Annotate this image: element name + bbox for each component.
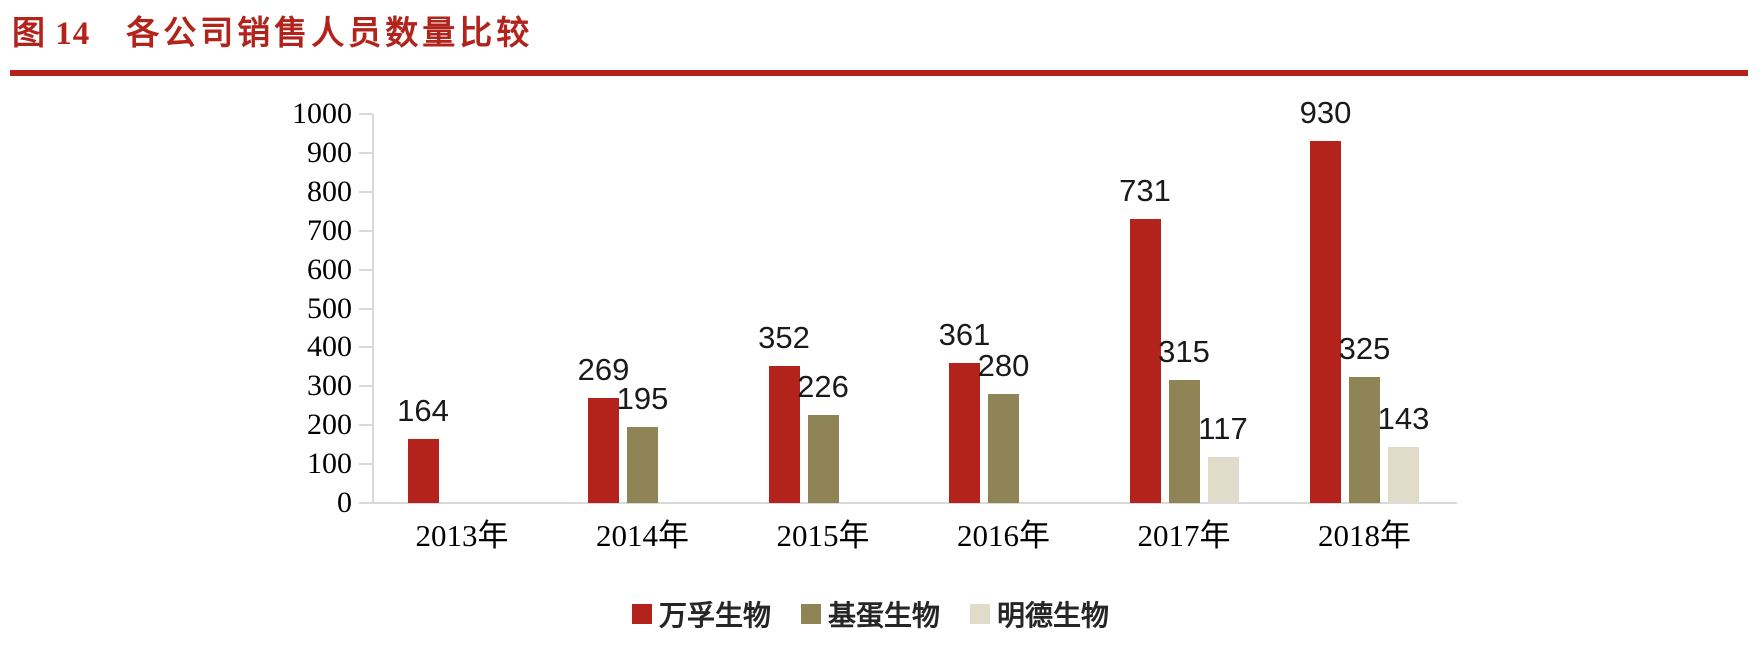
bar <box>1349 377 1380 503</box>
bar-value-label: 226 <box>797 369 849 404</box>
legend-item: 明德生物 <box>970 594 1109 634</box>
y-axis-tick <box>359 502 372 504</box>
y-axis-tick <box>359 151 372 154</box>
bar <box>1129 219 1161 503</box>
figure-title-text: 各公司销售人员数量比较 <box>126 16 534 52</box>
y-axis-tick <box>359 463 372 466</box>
legend-item: 万孚生物 <box>632 594 771 634</box>
y-axis-tick <box>359 229 372 232</box>
y-axis-tick <box>359 424 372 427</box>
y-axis-label: 900 <box>307 135 352 169</box>
y-axis-tick <box>359 190 372 193</box>
y-axis-label: 600 <box>307 252 352 286</box>
legend-swatch <box>632 604 652 624</box>
legend-label: 基蛋生物 <box>828 600 941 631</box>
y-axis-tick <box>359 385 372 388</box>
bar <box>1388 447 1419 503</box>
y-axis-label: 300 <box>307 369 352 403</box>
bar-value-label: 352 <box>758 320 810 355</box>
figure-title: 图 14 各公司销售人员数量比较 <box>12 6 533 54</box>
y-axis-tick <box>359 268 372 271</box>
x-axis-label: 2016年 <box>957 518 1050 553</box>
y-axis-tick <box>359 346 372 349</box>
bar-value-label: 280 <box>977 348 1030 383</box>
bar-value-label: 117 <box>1198 411 1248 446</box>
x-axis-label: 2018年 <box>1318 518 1411 553</box>
bar-value-label: 269 <box>577 352 630 387</box>
legend-label: 明德生物 <box>997 600 1110 631</box>
legend-swatch <box>801 604 822 624</box>
x-axis-label: 2017年 <box>1137 518 1231 553</box>
y-axis-label: 1000 <box>292 97 352 130</box>
y-axis-label: 100 <box>307 447 352 481</box>
legend-item: 基蛋生物 <box>801 594 940 634</box>
bar-value-label: 315 <box>1158 334 1210 369</box>
bar <box>627 427 658 503</box>
bar-value-label: 361 <box>938 317 991 352</box>
y-axis-label: 200 <box>307 408 352 442</box>
bar <box>768 366 800 503</box>
bar-value-label: 195 <box>616 381 669 416</box>
bar-value-label: 325 <box>1338 331 1391 366</box>
x-axis-label: 2013年 <box>415 518 509 553</box>
bar <box>1207 457 1239 503</box>
legend-swatch <box>970 604 991 624</box>
x-axis-label: 2015年 <box>776 518 870 553</box>
bar <box>988 394 1019 503</box>
x-axis-line <box>372 502 1457 504</box>
x-axis-label: 2014年 <box>596 518 689 553</box>
y-axis-label: 500 <box>307 291 352 325</box>
bar <box>1168 380 1200 503</box>
bar <box>407 439 439 503</box>
y-axis-label: 700 <box>307 213 352 247</box>
y-axis-label: 800 <box>307 174 352 208</box>
bar <box>807 415 839 503</box>
title-rule <box>10 70 1748 76</box>
chart-legend: 万孚生物 基蛋生物 明德生物 <box>632 594 1109 634</box>
bar <box>1310 141 1341 503</box>
bar-value-label: 930 <box>1299 95 1352 130</box>
legend-label: 万孚生物 <box>659 600 772 631</box>
y-axis-tick <box>359 113 372 115</box>
bar <box>588 398 619 503</box>
y-axis-label: 400 <box>307 330 352 364</box>
y-axis-label: 0 <box>337 486 352 519</box>
bar <box>949 363 980 503</box>
y-axis-line <box>372 114 374 504</box>
bar-value-label: 164 <box>397 393 449 428</box>
figure-number: 图 14 <box>12 16 91 52</box>
bar-value-label: 731 <box>1119 173 1171 208</box>
bar-value-label: 143 <box>1377 401 1430 436</box>
y-axis-tick <box>359 307 372 310</box>
